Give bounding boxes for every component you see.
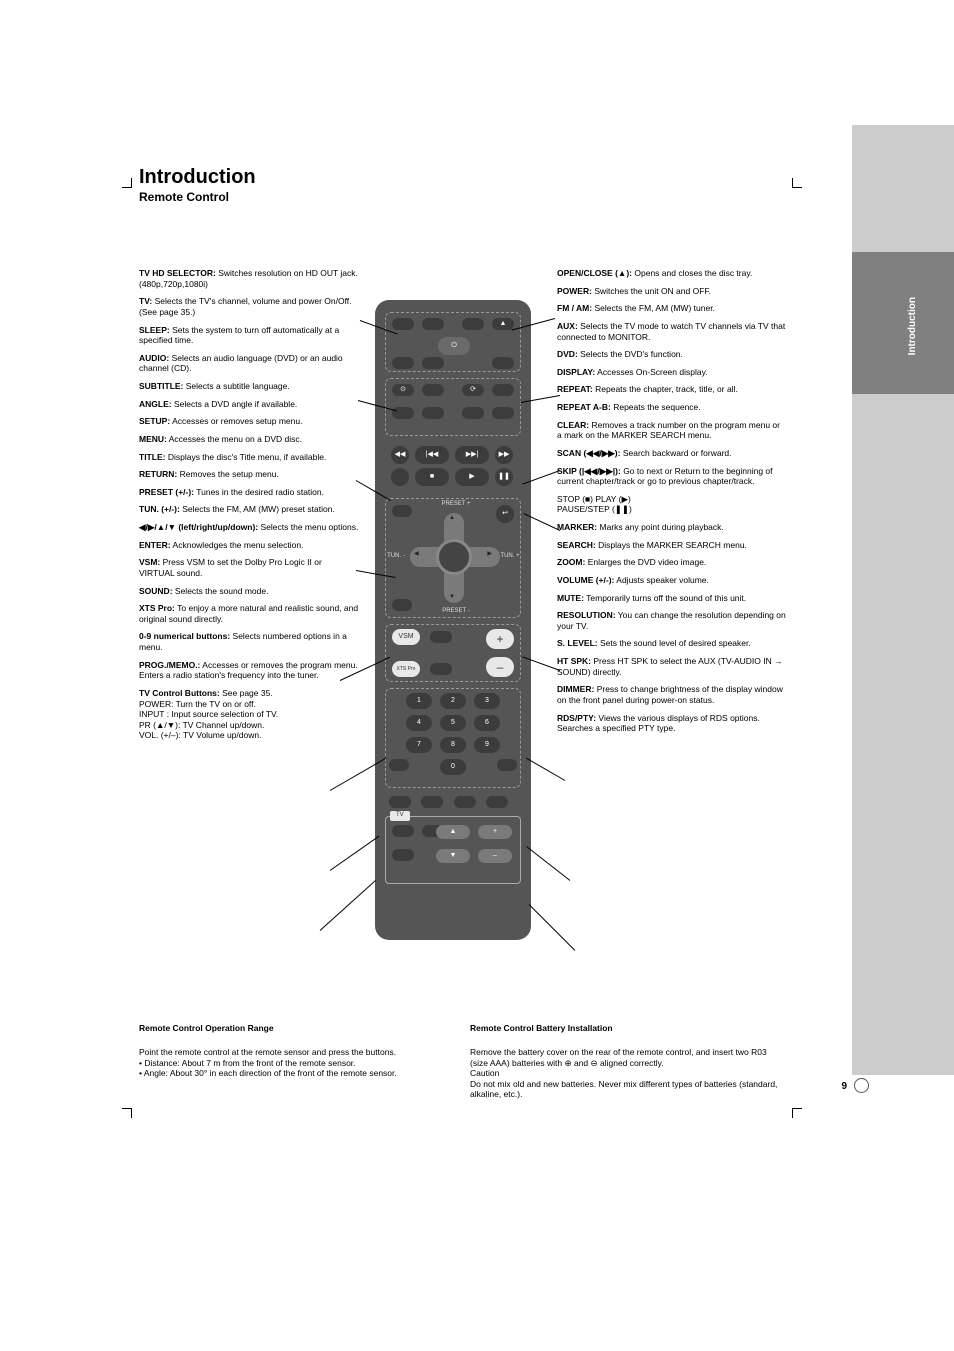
remote-btn: [492, 407, 514, 419]
remote-btn: [392, 407, 414, 419]
page-subtitle: Remote Control: [139, 190, 229, 205]
remote-btn: [454, 796, 476, 808]
remote-control-diagram: ▲ ⏻ ⊙ ⟳ ◀◀ |◀◀ ▶▶| ▶▶ ■ ▶ ❚❚ PRESET + PR…: [375, 300, 531, 940]
remote-btn: [392, 849, 414, 861]
footer-right: Remote Control Battery Installation Remo…: [470, 1012, 785, 1111]
remote-btn: [462, 407, 484, 419]
remote-btn: [430, 663, 452, 675]
eject-icon: ▲: [492, 318, 514, 330]
remote-btn: [392, 505, 412, 517]
forward-icon: ▶▶: [495, 446, 513, 464]
page-number: 9: [841, 1081, 847, 1094]
vol-plus-button: +: [486, 629, 514, 649]
xts-button: XTS Pro: [392, 661, 420, 677]
stop-icon: ■: [415, 468, 449, 486]
right-column: OPEN/CLOSE (▲): Opens and closes the dis…: [557, 268, 787, 741]
crop-mark: [122, 1108, 140, 1126]
remote-btn: [392, 357, 414, 369]
prev-icon: |◀◀: [415, 446, 449, 464]
tv-ch-down-icon: ▼: [436, 849, 470, 863]
leader-line: [330, 836, 380, 871]
enter-button: [436, 539, 472, 575]
remote-btn: [392, 318, 414, 330]
remote-btn: [392, 599, 412, 611]
tv-vol-up-icon: +: [478, 825, 512, 839]
vsm-button: VSM: [392, 629, 420, 645]
page-title: Introduction: [139, 165, 256, 190]
rewind-icon: ◀◀: [391, 446, 409, 464]
remote-btn: [497, 759, 517, 771]
play-icon: ▶: [455, 468, 489, 486]
leader-line: [529, 904, 576, 951]
remote-btn: [389, 796, 411, 808]
tv-vol-down-icon: –: [478, 849, 512, 863]
left-column: TV HD SELECTOR: Switches resolution on H…: [139, 268, 359, 748]
remote-btn: ⟳: [462, 384, 484, 396]
remote-btn: [422, 384, 444, 396]
remote-btn: [462, 318, 484, 330]
side-tab: Introduction: [852, 252, 954, 394]
leader-line: [526, 846, 570, 881]
leader-line: [526, 758, 565, 781]
crop-mark: [122, 178, 140, 196]
remote-btn: [392, 825, 414, 837]
power-icon: ⏻: [438, 337, 470, 355]
tv-box-label: TV: [390, 811, 410, 821]
crop-mark: [792, 1108, 810, 1126]
remote-btn: [492, 384, 514, 396]
crop-mark: [792, 178, 810, 196]
remote-btn: [422, 318, 444, 330]
vol-minus-button: –: [486, 657, 514, 677]
side-tab-label: Introduction: [907, 297, 920, 355]
page-circle-icon: [854, 1078, 869, 1093]
remote-btn: [421, 796, 443, 808]
remote-btn: [391, 468, 409, 486]
return-icon: ↩: [496, 505, 514, 523]
remote-btn: [492, 357, 514, 369]
tv-ch-up-icon: ▲: [436, 825, 470, 839]
footer-left: Remote Control Operation Range Point the…: [139, 1012, 454, 1089]
remote-btn: [486, 796, 508, 808]
leader-line: [320, 880, 376, 931]
remote-btn: [430, 631, 452, 643]
remote-btn: [422, 357, 444, 369]
remote-btn: [422, 407, 444, 419]
next-icon: ▶▶|: [455, 446, 489, 464]
entry-h: TV HD SELECTOR:: [139, 268, 216, 278]
remote-btn: [389, 759, 409, 771]
remote-btn: ⊙: [392, 384, 414, 396]
pause-icon: ❚❚: [495, 468, 513, 486]
